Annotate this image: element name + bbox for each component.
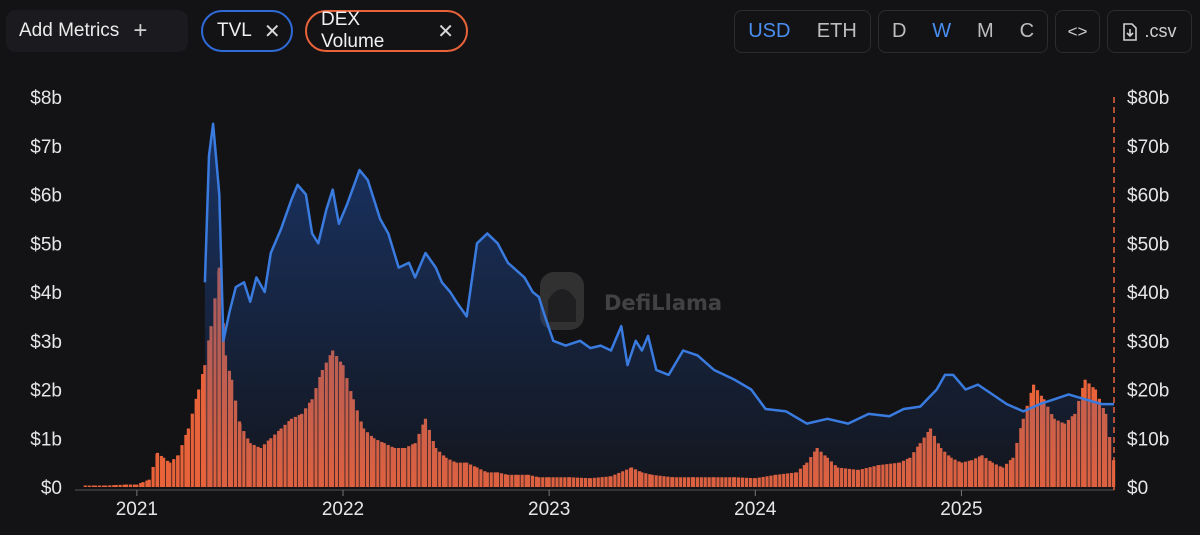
dex-volume-bar bbox=[190, 413, 194, 487]
dex-volume-bar bbox=[141, 482, 145, 487]
dex-volume-bar bbox=[147, 479, 151, 487]
y-right-tick-label: $10b bbox=[1127, 429, 1169, 450]
dex-volume-bar bbox=[97, 485, 102, 487]
dex-volume-bar bbox=[197, 389, 201, 487]
dex-volume-bar bbox=[145, 480, 149, 487]
metric-pill-label: DEX Volume bbox=[321, 9, 385, 52]
y-left-tick-label: $7b bbox=[30, 137, 62, 158]
dex-volume-bar bbox=[168, 462, 172, 487]
interval-option-d[interactable]: D bbox=[891, 20, 907, 42]
y-right-tick-label: $20b bbox=[1127, 381, 1169, 402]
y-left-tick-label: $2b bbox=[30, 381, 62, 402]
y-right-tick-label: $30b bbox=[1127, 332, 1169, 353]
dex-volume-bar bbox=[135, 484, 139, 487]
dex-volume-bar bbox=[186, 428, 190, 487]
dex-volume-bar bbox=[112, 485, 116, 487]
currency-option-eth[interactable]: ETH bbox=[816, 20, 857, 42]
dex-volume-bar bbox=[165, 460, 170, 487]
y-left-tick-label: $5b bbox=[30, 234, 62, 255]
y-right-tick-label: $50b bbox=[1127, 234, 1169, 255]
metric-pill-label: TVL bbox=[217, 20, 252, 41]
y-right-tick-label: $0 bbox=[1127, 478, 1148, 499]
embed-button[interactable]: <> bbox=[1055, 10, 1100, 53]
y-left-tick-label: $0 bbox=[41, 478, 62, 499]
currency-toggle: USD ETH bbox=[734, 10, 871, 53]
embed-code-icon: <> bbox=[1067, 21, 1088, 41]
tvl-line bbox=[203, 122, 1114, 425]
y-right-tick-label: $70b bbox=[1127, 137, 1169, 158]
dex-volume-bar bbox=[151, 466, 155, 487]
dex-volume-bar bbox=[180, 445, 184, 487]
y-left-tick-label: $6b bbox=[30, 186, 62, 207]
dex-volume-bar bbox=[203, 365, 207, 487]
y-left-tick-label: $4b bbox=[30, 283, 62, 304]
dex-volume-bar bbox=[108, 485, 112, 487]
metric-pill-dex-volume[interactable]: DEX Volume ✕ bbox=[305, 9, 468, 52]
interval-option-m[interactable]: M bbox=[977, 20, 994, 42]
download-csv-button[interactable]: .csv bbox=[1107, 10, 1192, 53]
dex-volume-bar bbox=[91, 485, 95, 487]
csv-label: .csv bbox=[1144, 21, 1177, 41]
y-right-tick-label: $80b bbox=[1127, 88, 1169, 109]
dex-volume-bar bbox=[132, 484, 136, 487]
download-file-icon bbox=[1123, 22, 1138, 41]
dex-volume-bar bbox=[87, 485, 91, 487]
close-icon[interactable]: ✕ bbox=[263, 20, 281, 43]
dex-volume-bar bbox=[114, 485, 118, 487]
metric-pill-tvl[interactable]: TVL ✕ bbox=[201, 10, 293, 52]
dex-volume-bar bbox=[104, 485, 108, 487]
y-axis-left: $0 $1b $2b $3b $4b $5b $6b $7b $8b bbox=[30, 88, 62, 499]
y-axis-right: $0 $10b $20b $30b $40b $50b $60b $70b $80b bbox=[1127, 88, 1169, 499]
interval-toggle: D W M C bbox=[878, 10, 1048, 53]
currency-option-usd[interactable]: USD bbox=[748, 20, 791, 42]
watermark-text: DefiLlama bbox=[604, 291, 722, 315]
dex-volume-bar bbox=[118, 484, 122, 487]
dex-volume-bar bbox=[184, 434, 188, 487]
add-metrics-button[interactable]: Add Metrics + bbox=[6, 10, 188, 52]
y-right-tick-label: $40b bbox=[1127, 283, 1169, 304]
y-left-tick-label: $8b bbox=[30, 88, 62, 109]
dex-volume-bar bbox=[194, 398, 198, 487]
x-tick-label: 2023 bbox=[528, 499, 570, 520]
dex-volume-bar bbox=[176, 455, 180, 487]
add-metrics-label: Add Metrics bbox=[19, 20, 120, 41]
x-axis: 2021 2022 2023 2024 2025 bbox=[75, 489, 1114, 520]
dex-volume-bar bbox=[101, 485, 106, 487]
dex-volume-bar bbox=[159, 455, 163, 487]
dex-volume-bar bbox=[122, 484, 126, 487]
dex-volume-bar bbox=[155, 452, 160, 487]
y-right-tick-label: $60b bbox=[1127, 186, 1169, 207]
dex-volume-bar bbox=[162, 457, 166, 487]
x-tick-label: 2021 bbox=[116, 499, 158, 520]
dex-volume-bar bbox=[83, 485, 87, 487]
close-icon[interactable]: ✕ bbox=[437, 20, 454, 43]
x-tick-label: 2022 bbox=[322, 499, 364, 520]
dex-volume-bar bbox=[124, 484, 129, 487]
dex-volume-bar bbox=[139, 483, 143, 487]
dex-volume-bar bbox=[201, 374, 205, 487]
dex-volume-bar bbox=[128, 484, 133, 487]
watermark: DefiLlama bbox=[540, 272, 722, 330]
y-left-tick-label: $3b bbox=[30, 332, 62, 353]
y-left-tick-label: $1b bbox=[30, 429, 62, 450]
x-tick-label: 2025 bbox=[940, 499, 982, 520]
x-tick-label: 2024 bbox=[734, 499, 777, 520]
dex-volume-bar bbox=[172, 459, 176, 487]
plus-icon: + bbox=[133, 17, 148, 44]
interval-option-c[interactable]: C bbox=[1019, 20, 1035, 42]
dex-volume-bar bbox=[94, 485, 98, 487]
interval-option-w[interactable]: W bbox=[932, 20, 952, 42]
tvl-area bbox=[204, 123, 1114, 488]
